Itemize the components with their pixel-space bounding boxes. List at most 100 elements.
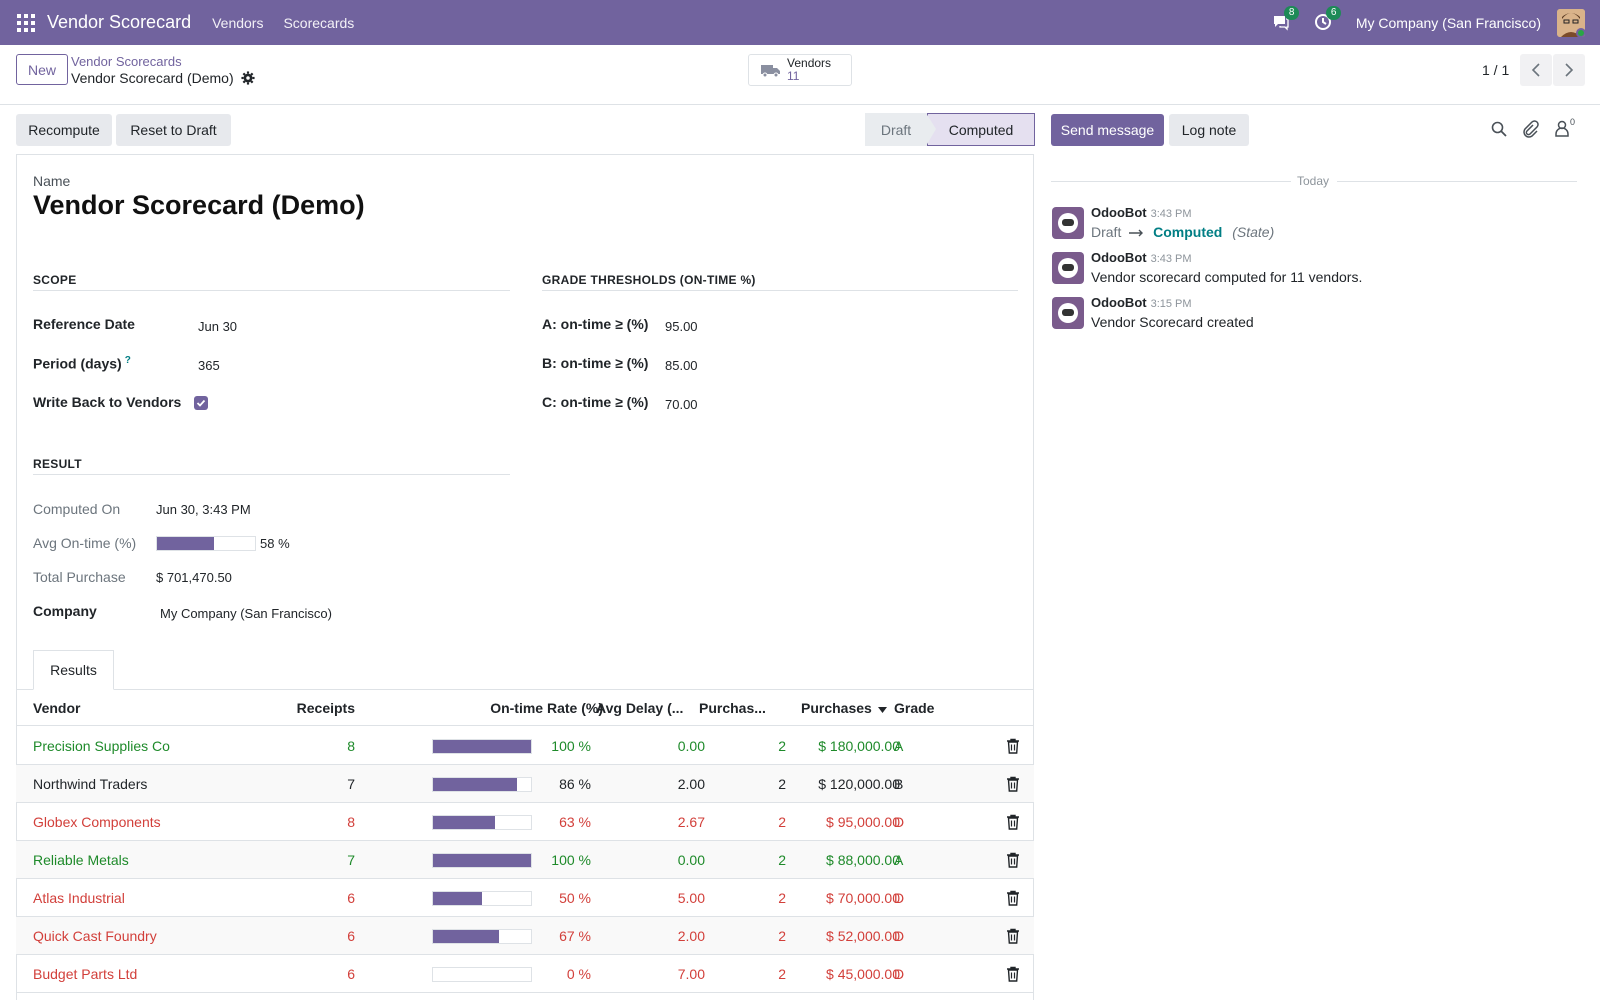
vendor-cell[interactable]: Budget Parts Ltd (33, 966, 138, 982)
paperclip-icon[interactable] (1521, 120, 1539, 138)
odoobot-avatar[interactable] (1052, 252, 1084, 284)
vendor-cell[interactable]: Quick Cast Foundry (33, 928, 157, 944)
company-switcher[interactable]: My Company (San Francisco) (1355, 14, 1541, 31)
activities-button[interactable]: 6 (1314, 5, 1342, 33)
vendor-cell[interactable]: Northwind Traders (33, 776, 148, 792)
purchase-count-cell: 2 (778, 776, 786, 792)
total-purchase-label: Total Purchase (33, 569, 126, 585)
stage-draft[interactable]: Draft (865, 113, 927, 146)
search-icon[interactable] (1490, 120, 1508, 138)
odoobot-avatar[interactable] (1052, 207, 1084, 239)
app-grid-icon[interactable] (17, 13, 35, 32)
col-receipts[interactable]: Receipts (296, 700, 355, 716)
pager-previous-button[interactable] (1520, 54, 1552, 86)
odoobot-avatar[interactable] (1052, 297, 1084, 329)
grade-cell: D (894, 890, 905, 906)
table-row[interactable]: Quick Cast Foundry 6 67 % 2.00 2 $ 52,000.00 D (16, 917, 1034, 955)
reset-to-draft-button[interactable]: Reset to Draft (116, 114, 231, 146)
check-icon (196, 399, 206, 407)
trash-icon[interactable] (1006, 928, 1020, 944)
message-body: Vendor scorecard computed for 11 vendors… (1091, 269, 1363, 285)
avg-ontime-label: Avg On-time (%) (33, 535, 137, 551)
send-message-button[interactable]: Send message (1051, 114, 1164, 146)
tab-results[interactable]: Results (33, 650, 114, 690)
robot-icon (1058, 258, 1078, 278)
avg-delay-cell: 2.00 (677, 776, 705, 792)
messages-badge: 8 (1283, 5, 1300, 20)
log-note-button[interactable]: Log note (1169, 114, 1249, 146)
col-purchases-label: Purchases (801, 700, 872, 716)
threshold-a-field[interactable]: 95.00 (665, 319, 698, 334)
tracking-field-name: (State) (1232, 224, 1275, 240)
purchase-count-cell: 2 (778, 852, 786, 868)
stage-computed[interactable]: Computed (927, 113, 1035, 146)
col-avg-delay[interactable]: Avg Delay (... (596, 700, 684, 716)
col-purchases[interactable]: Purchases (801, 700, 887, 716)
threshold-c-field[interactable]: 70.00 (665, 397, 698, 412)
table-row[interactable]: Atlas Industrial 6 50 % 5.00 2 $ 70,000.00 D (16, 879, 1034, 917)
company-field[interactable]: My Company (San Francisco) (160, 606, 332, 621)
table-row[interactable]: Budget Parts Ltd 6 0 % 7.00 2 $ 45,000.00 D (16, 955, 1034, 993)
statusbar: Draft Computed (865, 113, 1035, 146)
breadcrumb-parent[interactable]: Vendor Scorecards (71, 54, 182, 69)
truck-icon (761, 65, 780, 78)
message-time: 3:15 PM (1150, 298, 1192, 310)
col-ontime-rate[interactable]: On-time Rate (%) (490, 700, 603, 716)
col-vendor[interactable]: Vendor (33, 700, 81, 716)
trash-icon[interactable] (1006, 966, 1020, 982)
ontime-rate-cell: 100 % (551, 852, 591, 868)
tab-divider (16, 689, 1034, 690)
ontime-rate-bar (432, 853, 532, 868)
period-field[interactable]: 365 (198, 358, 220, 373)
app-title[interactable]: Vendor Scorecard (47, 12, 192, 32)
table-row[interactable]: Precision Supplies Co 8 100 % 0.00 2 $ 180,00… (16, 727, 1034, 765)
breadcrumb-current-label: Vendor Scorecard (Demo) (71, 70, 234, 86)
ontime-rate-bar (432, 891, 532, 906)
ontime-rate-cell: 67 % (559, 928, 591, 944)
results-table-header: Vendor Receipts On-time Rate (%) Avg Del… (16, 690, 1034, 726)
vendor-cell[interactable]: Globex Components (33, 814, 161, 830)
avg-ontime-progress (156, 536, 256, 551)
threshold-b-label: B: on-time ≥ (%) (542, 355, 649, 371)
trash-icon[interactable] (1006, 814, 1020, 830)
trash-icon[interactable] (1006, 738, 1020, 754)
scope-group-title: SCOPE (33, 273, 77, 287)
tracking-new-value: Computed (1153, 224, 1223, 240)
table-row[interactable]: Globex Components 8 63 % 2.67 2 $ 95,000.00 D (16, 803, 1034, 841)
followers-button[interactable]: 0 (1552, 117, 1582, 140)
pager-value[interactable]: 1 / 1 (1482, 62, 1510, 78)
menu-vendors[interactable]: Vendors (212, 14, 264, 31)
period-label: Period (days)? (33, 355, 131, 372)
reference-date-field[interactable]: Jun 30 (198, 319, 238, 334)
write-back-checkbox[interactable] (194, 396, 208, 410)
table-row[interactable]: Northwind Traders 7 86 % 2.00 2 $ 120,000.00 B (16, 765, 1034, 803)
ontime-rate-cell: 100 % (551, 738, 591, 754)
user-avatar[interactable] (1557, 8, 1585, 37)
menu-scorecards[interactable]: Scorecards (283, 14, 355, 31)
gear-icon[interactable] (241, 71, 255, 85)
new-button[interactable]: New (16, 54, 68, 85)
pager-next-button[interactable] (1553, 54, 1585, 86)
computed-on-label: Computed On (33, 501, 121, 517)
recompute-button[interactable]: Recompute (16, 114, 112, 146)
threshold-b-field[interactable]: 85.00 (665, 358, 698, 373)
trash-icon[interactable] (1006, 776, 1020, 792)
sort-desc-icon (877, 707, 887, 713)
robot-icon (1058, 213, 1078, 233)
vendor-cell[interactable]: Precision Supplies Co (33, 738, 170, 754)
table-row[interactable]: Reliable Metals 7 100 % 0.00 2 $ 88,000.00 A (16, 841, 1034, 879)
messages-button[interactable]: 8 (1272, 5, 1300, 33)
threshold-c-label: C: on-time ≥ (%) (542, 394, 649, 410)
vendor-cell[interactable]: Reliable Metals (33, 852, 129, 868)
col-purchase-count[interactable]: Purchas... (699, 700, 766, 716)
trash-icon[interactable] (1006, 890, 1020, 906)
scorecard-name-field[interactable]: Vendor Scorecard (Demo) (33, 190, 365, 220)
ontime-rate-bar-fill (433, 816, 495, 829)
purchases-cell: $ 52,000.00 (826, 928, 900, 944)
vendors-smart-button[interactable]: Vendors 11 (748, 54, 852, 86)
vendor-cell[interactable]: Atlas Industrial (33, 890, 125, 906)
col-grade[interactable]: Grade (894, 700, 935, 716)
trash-icon[interactable] (1006, 852, 1020, 868)
help-tooltip-icon[interactable]: ? (124, 355, 131, 366)
author-name: OdooBot (1091, 250, 1147, 265)
